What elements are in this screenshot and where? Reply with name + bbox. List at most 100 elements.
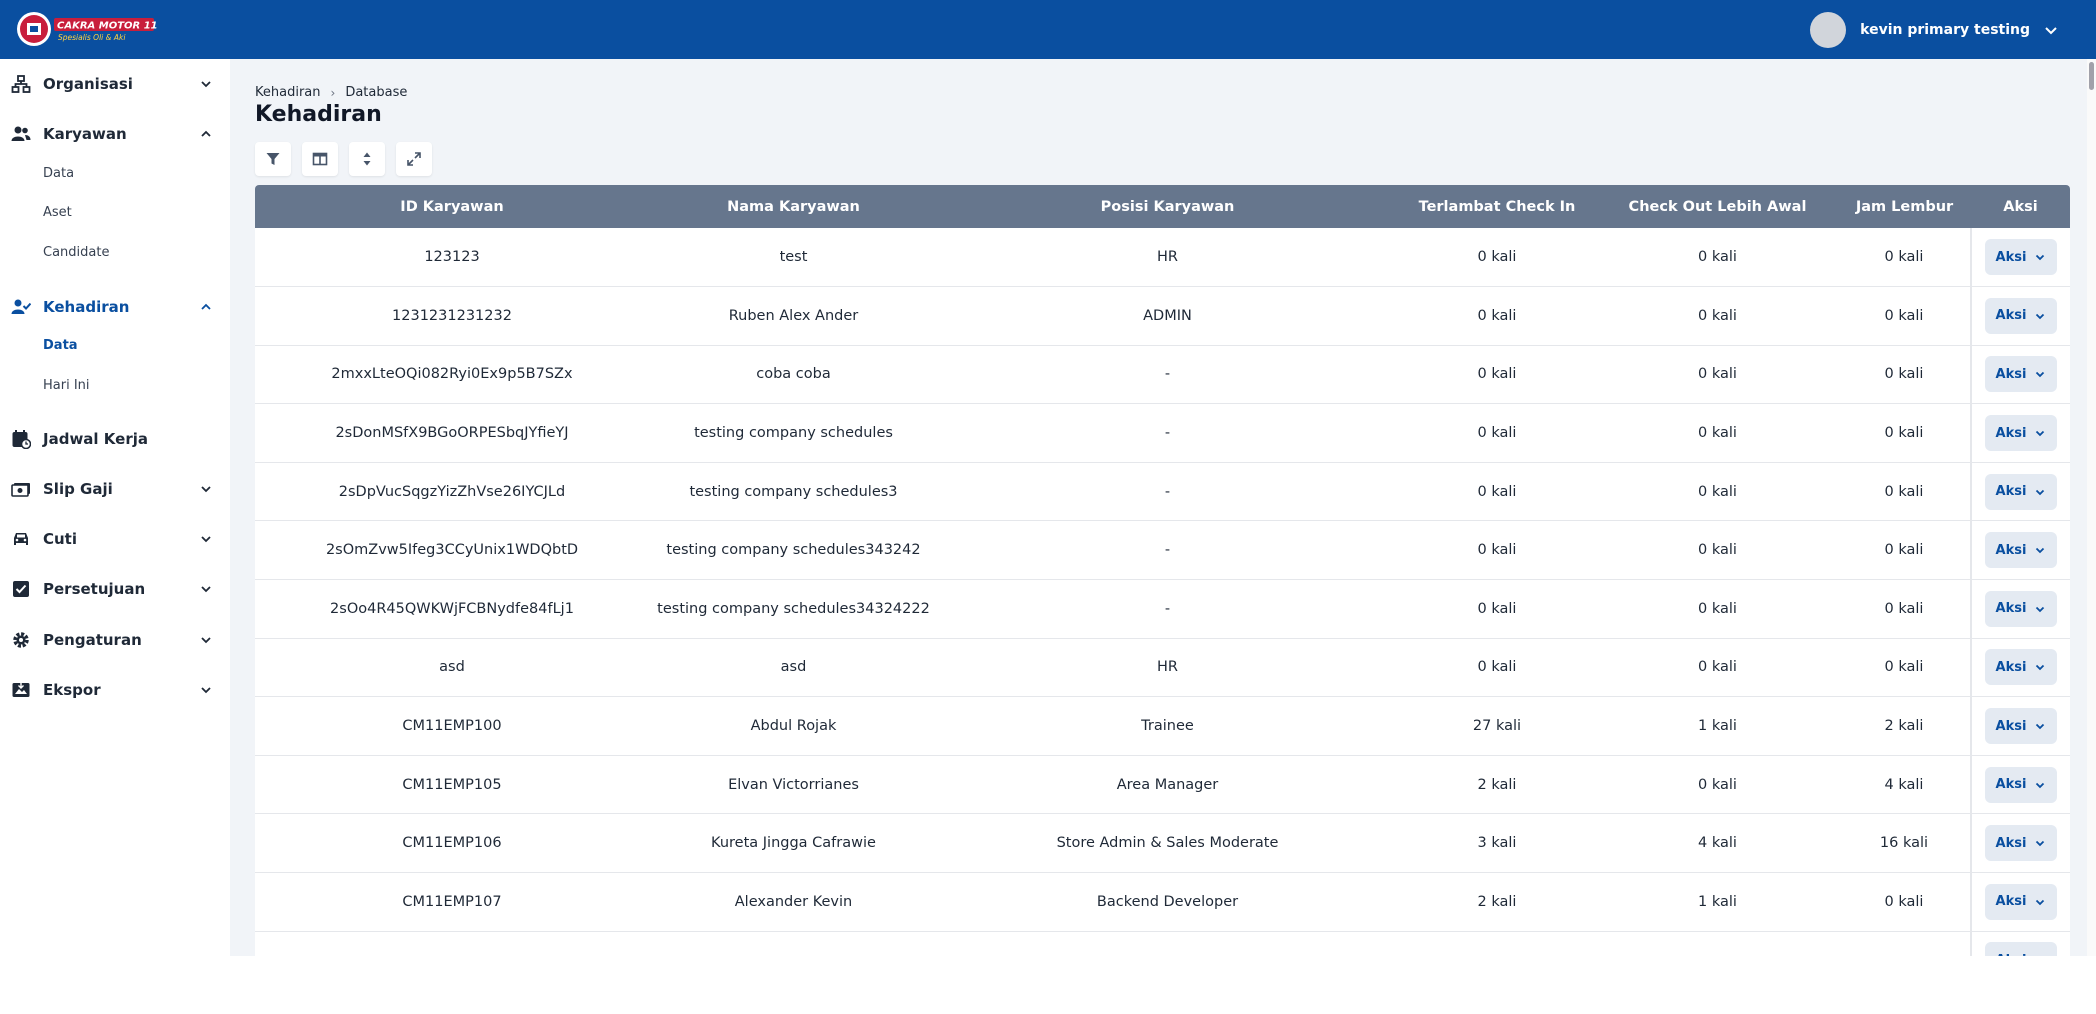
sidebar-subitem-candidate[interactable]: Candidate [43,245,110,260]
filter-button[interactable] [255,142,291,176]
table-cell: HR [938,228,1397,288]
aksi-button[interactable]: Aksi [1985,473,2057,510]
table-cell: Trainee [938,696,1397,756]
aksi-button[interactable]: Aksi [1985,942,2057,956]
aksi-button[interactable]: Aksi [1985,297,2057,334]
table-cell: - [938,345,1397,405]
table-cell-action: Aksi [1970,755,2070,815]
chevron-down-icon [2036,489,2045,495]
sidebar-item-kehadiran[interactable]: Kehadiran [0,287,230,327]
sidebar-item-organisasi[interactable]: Organisasi [0,64,230,104]
app-frame: CAKRA MOTOR 11 Spesialis Oli & Aki kevin… [0,0,2096,956]
column-header[interactable]: ID Karyawan [255,185,649,228]
table-cell: - [938,462,1397,522]
column-header[interactable]: Nama Karyawan [649,185,938,228]
sidebar-item-karyawan[interactable]: Karyawan [0,114,230,154]
table-cell-action: Aksi [1970,696,2070,756]
table-cell: test [649,228,938,288]
breadcrumb: Kehadiran › Database [255,85,407,100]
table-cell: 0 kali [1397,345,1597,405]
sidebar-item-ekspor[interactable]: Ekspor [0,670,230,710]
table-cell: 0 kali [1597,755,1838,815]
table-row: 2mxxLteOQi082Ryi0Ex9p5B7SZx coba coba -0 k… [255,345,2070,405]
table-cell [1597,931,1838,956]
table-cell: 0 kali [1838,520,1971,581]
sidebar-subitem-aset[interactable]: Aset [43,205,72,220]
table-row: 123123 test HR 0 kali 0 kali 0 kali Aksi [255,228,2070,288]
table-cell: Backend Developer [938,872,1397,932]
sidebar-subitem-karyawan-data[interactable]: Data [43,166,75,181]
sidebar-item-persetujuan[interactable]: Persetujuan [0,569,230,609]
breadcrumb-separator-icon: › [330,85,336,100]
table-cell: testing company schedules34324222 [649,579,938,639]
table-cell: Abdul Rojak [649,696,938,756]
user-menu[interactable]: kevin primary testing [1810,12,2058,48]
aksi-button[interactable]: Aksi [1985,708,2057,745]
money-icon [11,483,30,497]
sidebar-item-cuti[interactable]: Cuti [0,519,230,559]
brand-logo[interactable]: CAKRA MOTOR 11 Spesialis Oli & Aki [14,9,159,49]
table-cell: 0 kali [1838,228,1971,288]
sidebar-item-label: Pengaturan [43,631,142,649]
table-row: CM11EMP100 Abdul Rojak Trainee 27 kali 1 kal… [255,696,2070,756]
columns-button[interactable] [302,142,338,176]
table-cell [938,931,1397,956]
table-cell: 2sOmZvw5Ifeg3CCyUnix1WDQbtD [255,520,649,581]
column-header[interactable]: Terlambat Check In [1397,185,1597,228]
table-cell: 1231231231232 [255,286,649,346]
column-header[interactable]: Posisi Karyawan [938,185,1397,228]
table-cell: CM11EMP107 [255,872,649,932]
table-row: Aksi [255,931,2070,956]
table-cell: 0 kali [1397,638,1597,698]
aksi-button[interactable]: Aksi [1985,883,2057,920]
scrollbar-thumb[interactable] [2089,62,2094,90]
aksi-button[interactable]: Aksi [1985,649,2057,686]
column-header[interactable]: Jam Lembur [1838,185,1971,228]
aksi-button[interactable]: Aksi [1985,825,2057,862]
table-cell: coba coba [649,345,938,405]
table-cell-action: Aksi [1970,638,2070,698]
breadcrumb-item-kehadiran[interactable]: Kehadiran [255,85,321,100]
chevron-down-icon [2036,313,2045,320]
user-name[interactable]: kevin primary testing [1860,22,2030,38]
chevron-down-icon [2036,372,2045,378]
sidebar-item-label: Karyawan [43,125,127,143]
scrollbar[interactable] [2087,59,2096,956]
fullscreen-button[interactable] [396,142,432,176]
aksi-button[interactable]: Aksi [1985,239,2057,276]
sidebar-item-pengaturan[interactable]: Pengaturan [0,620,230,660]
density-button[interactable] [349,142,385,176]
table-cell: 0 kali [1597,286,1838,346]
table-cell: Ruben Alex Ander [649,286,938,346]
chevron-down-icon [2036,548,2045,554]
page-title: Kehadiran [255,102,382,127]
sidebar-item-jadwal-kerja[interactable]: Jadwal Kerja [0,419,230,459]
aksi-button[interactable]: Aksi [1985,590,2057,627]
attendance-table: ID Karyawan Nama Karyawan Posisi Karyawa… [255,185,2070,956]
table-cell [255,931,649,956]
sidebar-subitem-kehadiran-data[interactable]: Data [43,338,78,353]
sidebar-item-label: Slip Gaji [43,480,113,498]
aksi-button[interactable]: Aksi [1985,532,2057,569]
sidebar-item-slip-gaji[interactable]: Slip Gaji [0,469,230,509]
column-header[interactable]: Check Out Lebih Awal [1597,185,1838,228]
chevron-up-icon [201,303,211,310]
chevron-down-icon [2036,606,2045,613]
chevron-down-icon [2036,841,2045,847]
table-cell: 1 kali [1597,696,1838,756]
table-cell-action: Aksi [1970,286,2070,346]
table-cell: 2sDpVucSqgzYizZhVse26IYCJLd [255,462,649,522]
chevron-down-icon[interactable] [2044,23,2058,37]
avatar[interactable] [1810,12,1847,48]
aksi-button[interactable]: Aksi [1985,766,2057,803]
aksi-button[interactable]: Aksi [1985,356,2057,393]
sidebar-subitem-hari-ini[interactable]: Hari Ini [43,378,90,393]
users-icon [11,126,31,141]
aksi-button-label: Aksi [1996,953,2027,956]
chevron-down-icon [201,536,211,543]
table-cell: 27 kali [1397,696,1597,756]
aksi-button-label: Aksi [1995,249,2027,265]
table-cell [1397,931,1597,956]
aksi-button[interactable]: Aksi [1985,415,2057,452]
sidebar-item-label: Jadwal Kerja [43,430,148,448]
